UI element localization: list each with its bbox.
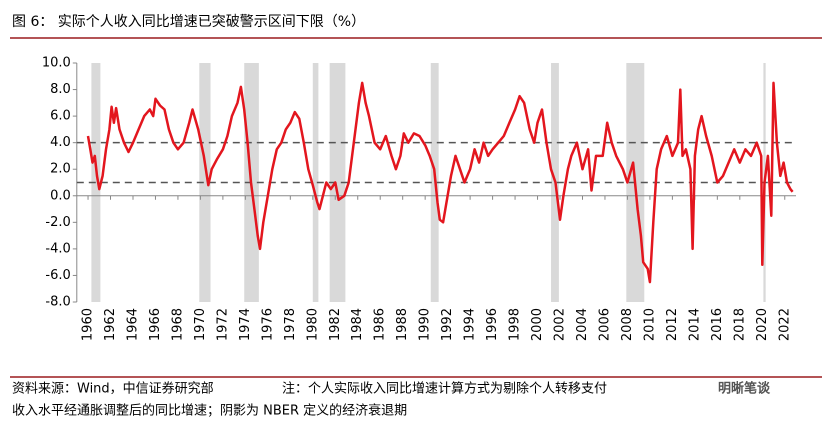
x-tick-label: 1986 [373,308,388,341]
source: 资料来源：Wind，中信证券研究部 [12,381,214,397]
x-tick-label: 1964 [125,308,140,341]
data-line [86,81,794,284]
x-tick-label: 1998 [508,308,523,341]
x-tick-label: 2004 [575,308,590,341]
recession-band [329,63,346,302]
x-tick-label: 1996 [485,308,500,341]
x-tick-label: 2016 [710,308,725,341]
x-tick-label: 1982 [328,308,343,341]
watermark: 明晰笔谈 [718,381,771,397]
y-tick-label: 4.0 [50,135,71,150]
y-tick-label: -6.0 [45,268,70,283]
y-tick-label: -4.0 [45,241,70,256]
note: 注：个人实际收入同比增速计算方式为剔除个人转移支付 [282,381,607,397]
x-tick-label: 1984 [350,308,365,341]
recession-band [312,63,319,302]
note: 收入水平经通胀调整后的同比增速；阴影为 NBER 定义的经济衰退期 [12,403,407,419]
x-tick-label: 2002 [553,308,568,341]
y-tick-label: 10.0 [42,56,71,71]
y-tick-label: 0.0 [50,188,71,203]
x-tick-label: 2022 [777,308,792,341]
chart-title: 图 6： 实际个人收入同比增速已突破警示区间下限（%） [12,14,365,30]
x-tick-label: 2020 [755,308,770,341]
x-tick-label: 2018 [732,308,747,341]
recession-band [199,63,211,302]
y-tick-label: 8.0 [50,82,71,97]
recession-band [91,63,101,302]
x-tick-label: 1994 [463,308,478,341]
x-tick-label: 1974 [238,308,253,341]
x-tick-label: 1992 [440,308,455,341]
y-tick-label: -8.0 [45,295,70,310]
x-tick-label: 1990 [418,308,433,341]
x-tick-label: 1960 [81,308,96,341]
x-tick-label: 2014 [687,308,702,341]
x-tick-label: 2012 [665,308,680,341]
x-tick-label: 2006 [597,308,612,341]
x-tick-label: 2008 [620,308,635,341]
x-tick-label: 1972 [215,308,230,341]
x-tick-label: 1970 [193,308,208,341]
x-tick-label: 1978 [283,308,298,341]
x-tick-label: 1988 [395,308,410,341]
y-tick-label: 2.0 [50,162,71,177]
x-tick-label: 1968 [170,308,185,341]
x-tick-label: 1976 [260,308,275,341]
x-tick-label: 2010 [642,308,657,341]
x-tick-label: 1966 [148,308,163,341]
x-tick-label: 2000 [530,308,545,341]
x-tick-label: 1980 [305,308,320,341]
y-tick-label: -2.0 [45,215,70,230]
x-tick-label: 1962 [103,308,118,341]
y-tick-label: 6.0 [50,109,71,124]
